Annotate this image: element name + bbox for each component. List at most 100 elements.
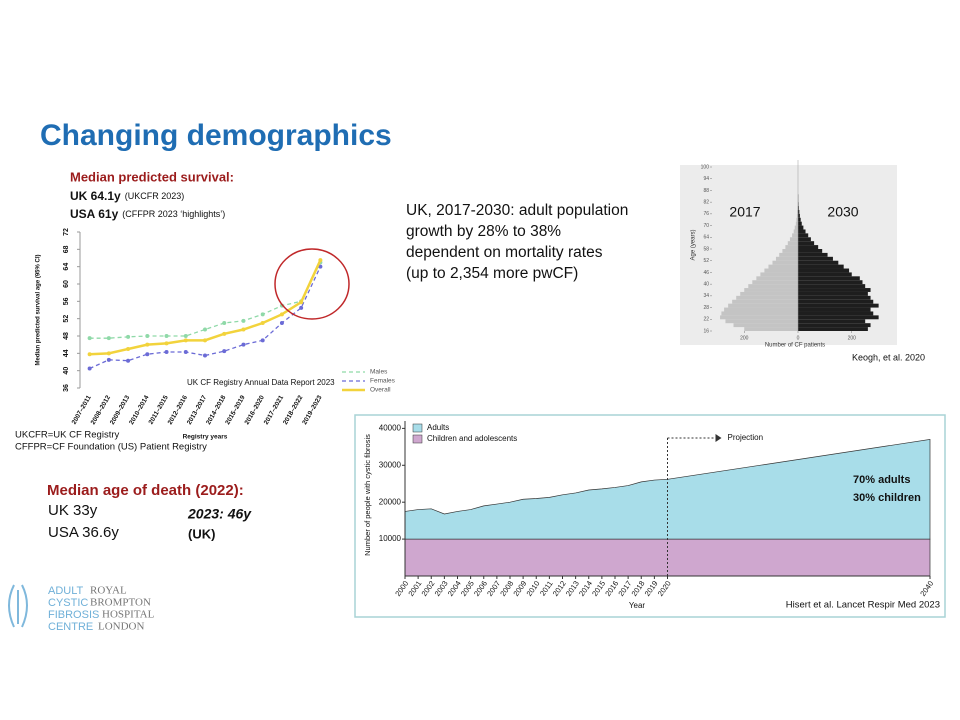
bar xyxy=(798,237,811,242)
usa-survival: USA 61y (CFFPR 2023 ‘highlights’) xyxy=(70,207,225,221)
data-point xyxy=(241,327,246,332)
bar xyxy=(732,299,798,304)
legend-label: Overall xyxy=(370,387,391,394)
bar xyxy=(744,327,798,331)
bar xyxy=(721,311,798,316)
y-tick-label: 94 xyxy=(703,176,709,182)
bar xyxy=(744,288,798,292)
x-tick-label: 2016 xyxy=(603,579,620,598)
x-tick-label: 2013 xyxy=(564,579,581,598)
bar xyxy=(796,217,798,222)
arrow-head xyxy=(715,434,722,442)
y-tick-label: 48 xyxy=(63,332,70,340)
x-axis-label: Registry years xyxy=(183,434,228,441)
data-point xyxy=(260,338,265,343)
bar xyxy=(798,256,833,261)
data-point xyxy=(106,351,111,356)
bar xyxy=(798,221,802,226)
data-point xyxy=(260,321,265,325)
bar xyxy=(792,233,798,238)
x-tick-label: 2004 xyxy=(446,579,463,598)
text-line: dependent on mortality rates xyxy=(406,244,603,261)
bar xyxy=(798,241,815,246)
y-axis-label: Median predicted survival age (95% CI) xyxy=(36,254,42,365)
y-tick-label: 36 xyxy=(63,384,70,392)
y-tick-label: 64 xyxy=(63,263,70,271)
bar xyxy=(798,327,868,331)
bar xyxy=(798,225,804,230)
legend-label: Children and adolescents xyxy=(427,434,517,443)
death-2023-place: (UK) xyxy=(188,526,215,541)
data-point xyxy=(279,312,284,317)
y-tick-label: 52 xyxy=(63,315,70,323)
bar xyxy=(736,295,798,300)
series-line xyxy=(89,266,321,370)
bar xyxy=(798,213,800,218)
y-tick-label: 16 xyxy=(703,328,709,334)
series-label: 2030 xyxy=(827,204,858,220)
logo-word: ADULT xyxy=(48,585,84,597)
x-tick-label: 2040 xyxy=(918,579,935,598)
bar xyxy=(795,221,798,226)
bar xyxy=(748,284,798,289)
y-tick-label: 20000 xyxy=(379,497,402,506)
bar xyxy=(740,291,798,296)
annotation: UK CF Registry Annual Data Report 2023 xyxy=(187,378,335,387)
abbreviation: UKCFR=UK CF Registry xyxy=(15,430,119,441)
y-tick-label: 100 xyxy=(701,164,710,170)
bar xyxy=(798,245,819,249)
y-axis-label: Age (years) xyxy=(691,229,697,260)
bar xyxy=(798,233,809,238)
logo-word: CENTRE xyxy=(48,621,93,633)
chart-frame xyxy=(354,414,946,618)
data-point xyxy=(203,338,207,343)
x-tick-label: 2009 xyxy=(511,579,528,598)
data-point xyxy=(106,357,111,362)
bar xyxy=(772,260,798,265)
bar xyxy=(720,315,798,320)
death-2023: 2023: 46y xyxy=(187,506,252,522)
y-tick-label: 44 xyxy=(63,349,70,357)
uk-survival-value: UK 64.1y xyxy=(70,189,121,203)
x-tick-label: 2019 xyxy=(643,579,660,598)
bar xyxy=(798,311,874,316)
bar xyxy=(768,264,798,269)
projection-text: UK, 2017-2030: adult population growth b… xyxy=(406,202,628,282)
data-point xyxy=(164,334,169,338)
logo-right: ROYAL BROMPTON HOSPITAL LONDON xyxy=(90,585,155,633)
x-tick-label: 2005 xyxy=(459,579,476,598)
data-point xyxy=(164,341,169,346)
y-tick-label: 22 xyxy=(703,317,709,323)
x-tick-label: 2000 xyxy=(393,579,410,598)
x-tick-label: 200 xyxy=(740,335,749,341)
x-tick-label: 2017 xyxy=(616,579,633,598)
bar xyxy=(798,206,799,210)
data-point xyxy=(318,258,323,263)
y-tick-label: 28 xyxy=(703,305,709,311)
data-point xyxy=(126,347,131,351)
bar xyxy=(756,276,798,281)
logo-word: LONDON xyxy=(98,621,144,633)
y-tick-label: 40 xyxy=(703,281,709,287)
y-tick-label: 64 xyxy=(703,235,709,241)
data-point xyxy=(145,352,150,357)
area xyxy=(404,439,931,540)
bar xyxy=(798,229,806,234)
x-tick-label: 2001 xyxy=(406,579,423,598)
bar xyxy=(733,323,798,328)
y-tick-label: 88 xyxy=(703,188,709,194)
logo-word: CYSTIC xyxy=(48,597,88,609)
bar xyxy=(798,264,844,269)
bar xyxy=(798,268,850,273)
data-point xyxy=(183,350,188,355)
survival-heading: Median predicted survival: xyxy=(70,169,234,184)
data-point xyxy=(203,327,207,332)
slide-title: Changing demographics xyxy=(40,119,392,152)
y-tick-label: 40 xyxy=(63,367,70,375)
text-line: growth by 28% to 38% xyxy=(406,223,561,240)
death-value: USA 36.6y xyxy=(48,524,119,541)
bar xyxy=(798,303,879,308)
bar xyxy=(798,276,860,281)
logo-left: ADULT CYSTIC FIBROSIS CENTRE xyxy=(48,585,99,633)
x-tick-label: 2019–2023 xyxy=(301,394,324,426)
